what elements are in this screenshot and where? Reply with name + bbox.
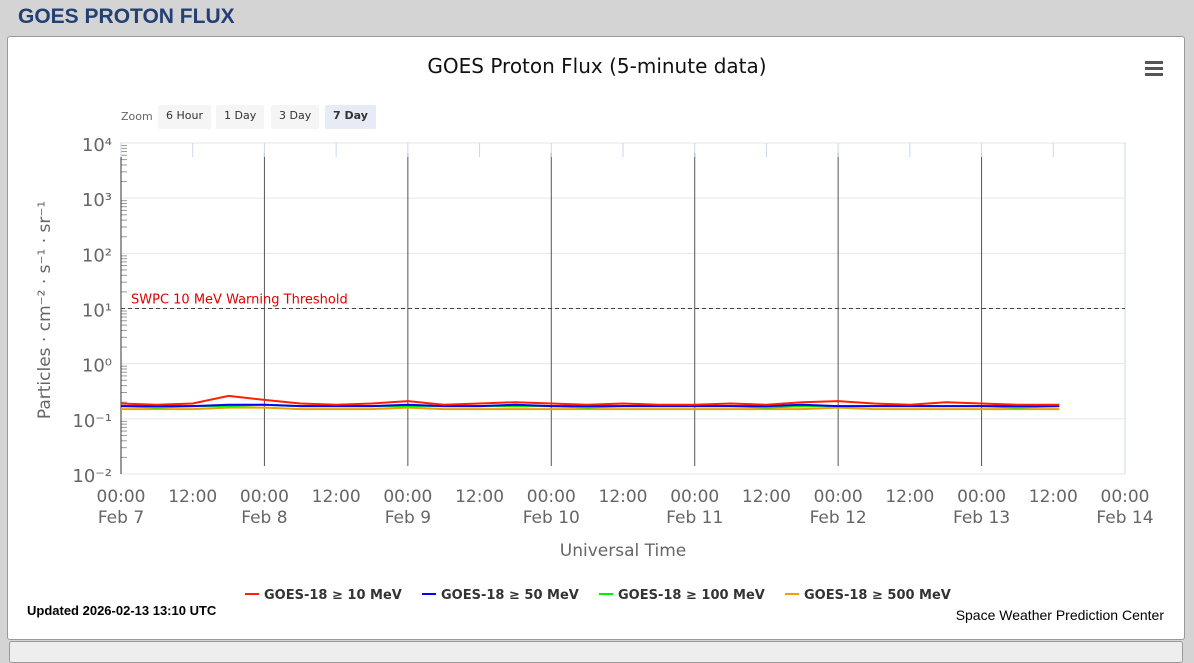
legend-item[interactable]: GOES-18 ≥ 100 MeV <box>618 588 765 603</box>
legend-item[interactable]: GOES-18 ≥ 50 MeV <box>441 588 579 603</box>
chart-panel <box>7 36 1185 640</box>
y-tick-label: 10¹ <box>82 301 112 322</box>
y-tick-label: 10⁴ <box>82 135 112 156</box>
x-axis-title: Universal Time <box>560 541 686 561</box>
x-tick-date: Feb 9 <box>385 508 431 528</box>
hamburger-menu-icon[interactable] <box>1145 61 1163 77</box>
x-tick-label: 12:00 <box>885 487 934 507</box>
x-tick-label: 12:00 <box>455 487 504 507</box>
x-tick-date: Feb 12 <box>810 508 867 528</box>
legend-item[interactable]: GOES-18 ≥ 10 MeV <box>264 588 402 603</box>
y-axis-title: Particles · cm⁻² · s⁻¹ · sr⁻¹ <box>35 201 55 419</box>
credit-text: Space Weather Prediction Center <box>955 607 1164 623</box>
x-tick-label: 00:00 <box>814 487 863 507</box>
x-tick-label: 00:00 <box>383 487 432 507</box>
x-tick-date: Feb 14 <box>1096 508 1153 528</box>
y-tick-label: 10⁰ <box>82 356 112 377</box>
x-tick-label: 12:00 <box>312 487 361 507</box>
x-tick-date: Feb 13 <box>953 508 1010 528</box>
x-tick-label: 00:00 <box>527 487 576 507</box>
series-line <box>121 403 1060 408</box>
x-tick-label: 12:00 <box>599 487 648 507</box>
y-tick-label: 10² <box>82 245 112 266</box>
zoom-7-day-button[interactable]: 7 Day <box>325 105 376 129</box>
series-line <box>120 394 1060 406</box>
x-tick-label: 12:00 <box>1029 487 1078 507</box>
x-tick-label: 00:00 <box>957 487 1006 507</box>
x-tick-label: 00:00 <box>1101 487 1150 507</box>
x-tick-label: 00:00 <box>670 487 719 507</box>
y-tick-label: 10⁻¹ <box>72 411 112 432</box>
zoom-1-day-button[interactable]: 1 Day <box>216 105 265 129</box>
zoom-label: Zoom <box>121 110 153 123</box>
x-tick-date: Feb 8 <box>241 508 287 528</box>
updated-timestamp: Updated 2026-02-13 13:10 UTC <box>27 603 217 618</box>
x-tick-date: Feb 10 <box>523 508 580 528</box>
zoom-6-hour-button[interactable]: 6 Hour <box>158 105 211 129</box>
series-line <box>121 406 1060 411</box>
page-header: GOES PROTON FLUX <box>18 5 235 28</box>
x-tick-label: 12:00 <box>742 487 791 507</box>
x-tick-date: Feb 11 <box>666 508 723 528</box>
chart-title: GOES Proton Flux (5-minute data) <box>427 54 767 78</box>
threshold-label: SWPC 10 MeV Warning Threshold <box>131 293 348 308</box>
legend-item[interactable]: GOES-18 ≥ 500 MeV <box>804 588 951 603</box>
x-tick-label: 00:00 <box>97 487 146 507</box>
y-tick-label: 10⁻² <box>72 466 112 487</box>
x-tick-label: 12:00 <box>168 487 217 507</box>
x-tick-label: 00:00 <box>240 487 289 507</box>
y-tick-label: 10³ <box>82 190 112 211</box>
x-tick-date: Feb 7 <box>98 508 144 528</box>
zoom-3-day-button[interactable]: 3 Day <box>271 105 320 129</box>
